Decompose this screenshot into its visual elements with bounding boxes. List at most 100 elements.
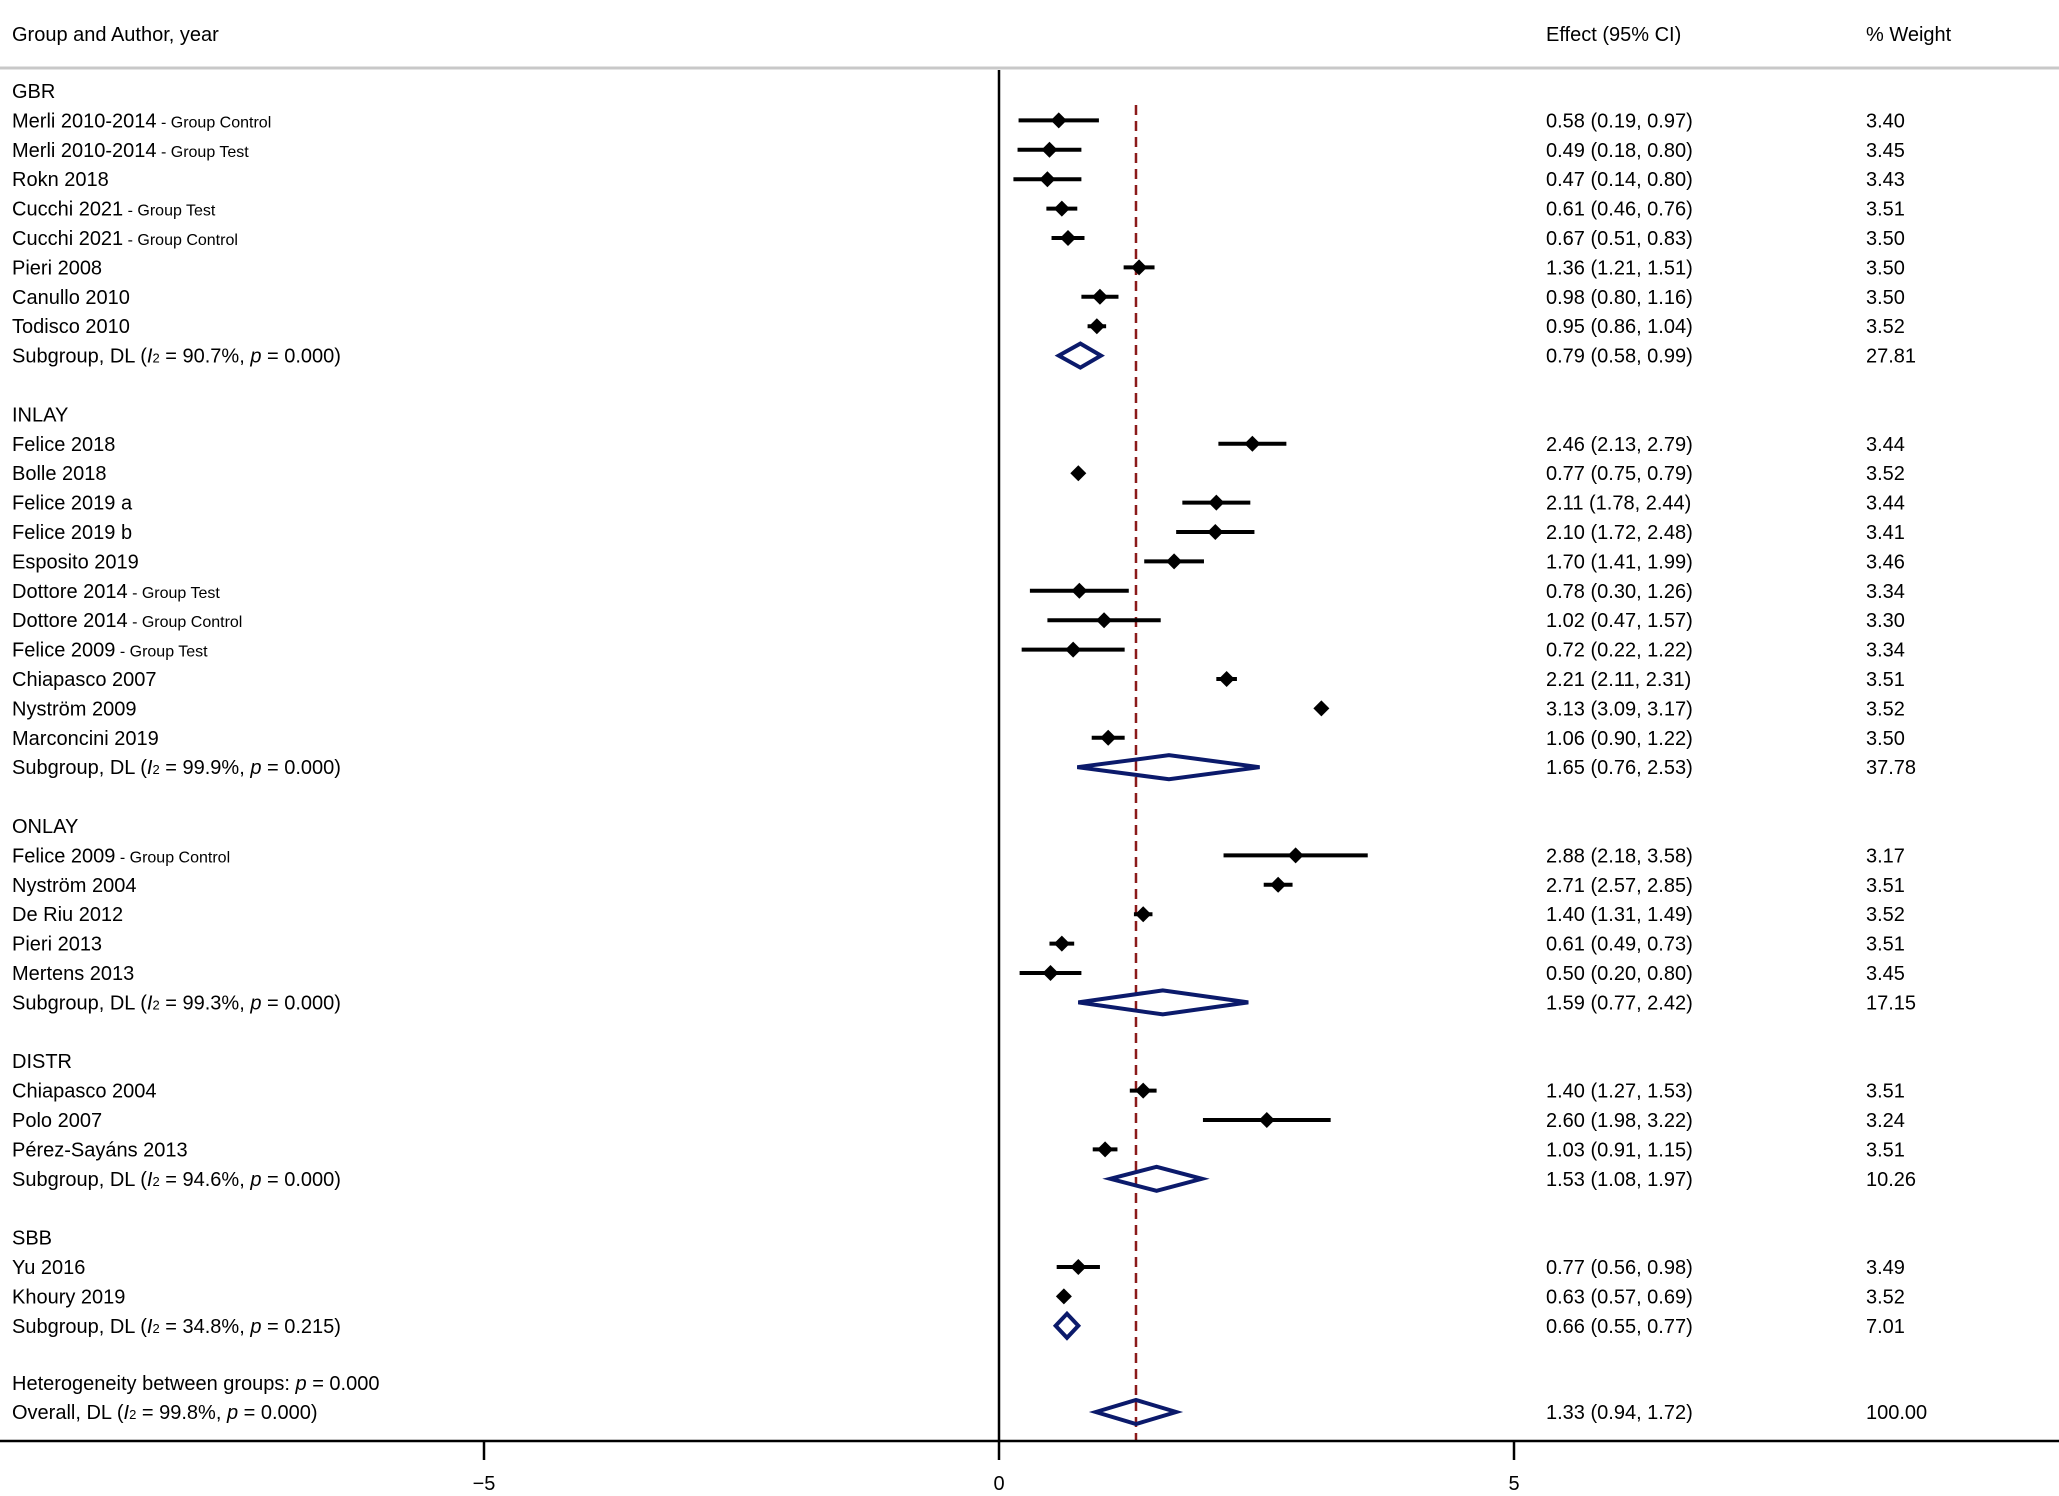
study-effect: 2.88 (2.18, 3.58) xyxy=(1546,845,1693,867)
study-label: Canullo 2010 xyxy=(12,287,130,309)
study-point-marker xyxy=(1096,612,1113,629)
subgroup-weight: 7.01 xyxy=(1866,1316,1905,1338)
study-label: Felice 2019 b xyxy=(12,522,132,544)
study-weight: 3.46 xyxy=(1866,551,1905,573)
study-effect: 1.02 (0.47, 1.57) xyxy=(1546,610,1693,632)
overall-effect: 1.33 (0.94, 1.72) xyxy=(1546,1402,1693,1424)
study-label: Bolle 2018 xyxy=(12,463,107,485)
study-weight: 3.51 xyxy=(1866,199,1905,221)
study-effect: 1.40 (1.31, 1.49) xyxy=(1546,904,1693,926)
study-weight: 3.52 xyxy=(1866,904,1905,926)
study-effect: 2.11 (1.78, 2.44) xyxy=(1546,493,1691,515)
subgroup-effect: 1.53 (1.08, 1.97) xyxy=(1546,1169,1693,1191)
study-weight: 3.51 xyxy=(1866,875,1905,897)
overall-label: Overall, DL (I2 = 99.8%, p = 0.000) xyxy=(12,1402,318,1424)
study-label: Mertens 2013 xyxy=(12,963,134,985)
study-point-marker xyxy=(1135,1082,1152,1099)
study-weight: 3.50 xyxy=(1866,228,1905,250)
study-label: Pieri 2013 xyxy=(12,934,102,956)
study-weight: 3.17 xyxy=(1866,845,1905,867)
study-weight: 3.49 xyxy=(1866,1257,1905,1279)
study-point-marker xyxy=(1166,553,1183,570)
group-header: GBR xyxy=(12,81,55,103)
study-weight: 3.50 xyxy=(1866,728,1905,750)
study-effect: 0.61 (0.46, 0.76) xyxy=(1546,199,1693,221)
group-header: ONLAY xyxy=(12,816,78,838)
subgroup-diamond xyxy=(1078,988,1249,1017)
study-weight: 3.52 xyxy=(1866,1286,1905,1308)
study-label: Cucchi 2021 - Group Test xyxy=(12,199,216,221)
study-effect: 0.77 (0.56, 0.98) xyxy=(1546,1257,1693,1279)
study-effect: 2.71 (2.57, 2.85) xyxy=(1546,875,1693,897)
x-axis: −5 0 5 xyxy=(473,1441,1520,1495)
study-label: Polo 2007 xyxy=(12,1110,102,1132)
study-weight: 3.44 xyxy=(1866,434,1905,456)
study-point-marker xyxy=(1207,524,1224,540)
subgroup-label: Subgroup, DL (I2 = 99.9%, p = 0.000) xyxy=(12,757,341,779)
study-weight: 3.52 xyxy=(1866,698,1905,720)
study-label: Felice 2018 xyxy=(12,434,115,456)
study-weight: 3.30 xyxy=(1866,610,1905,632)
study-weight: 3.41 xyxy=(1866,522,1905,544)
study-label: Felice 2019 a xyxy=(12,493,133,515)
study-weight: 3.50 xyxy=(1866,257,1905,279)
study-point-marker xyxy=(1055,1288,1072,1305)
group-header: SBB xyxy=(12,1228,52,1250)
study-effect: 0.49 (0.18, 0.80) xyxy=(1546,140,1693,162)
study-point-marker xyxy=(1270,876,1287,893)
x-tick-label: 5 xyxy=(1508,1473,1519,1495)
overall-weight: 100.00 xyxy=(1866,1402,1927,1424)
study-label: De Riu 2012 xyxy=(12,904,123,926)
heterogeneity-label: Heterogeneity between groups: p = 0.000 xyxy=(12,1373,379,1395)
study-label: Cucchi 2021 - Group Control xyxy=(12,228,238,250)
study-point-marker xyxy=(1313,700,1330,717)
study-effect: 1.70 (1.41, 1.99) xyxy=(1546,551,1693,573)
study-label: Rokn 2018 xyxy=(12,169,109,191)
subgroup-diamond xyxy=(1102,1164,1210,1193)
study-effect: 2.46 (2.13, 2.79) xyxy=(1546,434,1693,456)
study-effect: 2.21 (2.11, 2.31) xyxy=(1546,669,1691,691)
study-effect: 1.03 (0.91, 1.15) xyxy=(1546,1139,1693,1161)
study-effect: 0.61 (0.49, 0.73) xyxy=(1546,934,1693,956)
study-label: Felice 2009 - Group Test xyxy=(12,640,208,662)
study-point-marker xyxy=(1208,494,1225,511)
study-weight: 3.51 xyxy=(1866,1139,1905,1161)
study-point-marker xyxy=(1097,1141,1114,1158)
subgroup-label: Subgroup, DL (I2 = 94.6%, p = 0.000) xyxy=(12,1169,341,1191)
study-weight: 3.51 xyxy=(1866,934,1905,956)
subgroup-weight: 17.15 xyxy=(1866,992,1916,1014)
study-label: Chiapasco 2004 xyxy=(12,1081,157,1103)
x-tick-label: −5 xyxy=(473,1473,496,1495)
overall-diamond xyxy=(1088,1397,1184,1427)
study-label: Esposito 2019 xyxy=(12,551,139,573)
study-weight: 3.51 xyxy=(1866,1081,1905,1103)
study-label: Todisco 2010 xyxy=(12,316,130,338)
subgroup-weight: 27.81 xyxy=(1866,346,1916,368)
study-label: Nyström 2004 xyxy=(12,875,137,897)
study-point-marker xyxy=(1088,318,1105,335)
study-point-marker xyxy=(1060,230,1077,246)
study-effect: 0.95 (0.86, 1.04) xyxy=(1546,316,1693,338)
study-weight: 3.45 xyxy=(1866,963,1905,985)
study-label: Pérez-Sayáns 2013 xyxy=(12,1139,188,1161)
study-point-marker xyxy=(1053,935,1070,952)
forest-rows: GBR Merli 2010-2014 - Group Control 0.58 (… xyxy=(12,81,1927,1427)
header-weight: % Weight xyxy=(1866,24,1952,46)
study-point-marker xyxy=(1244,435,1261,452)
study-point-marker xyxy=(1091,288,1108,305)
subgroup-label: Subgroup, DL (I2 = 99.3%, p = 0.000) xyxy=(12,992,341,1014)
study-effect: 2.60 (1.98, 3.22) xyxy=(1546,1110,1693,1132)
study-point-marker xyxy=(1065,641,1082,658)
study-weight: 3.50 xyxy=(1866,287,1905,309)
study-label: Dottore 2014 - Group Test xyxy=(12,581,220,603)
study-effect: 0.50 (0.20, 0.80) xyxy=(1546,963,1693,985)
study-effect: 0.47 (0.14, 0.80) xyxy=(1546,169,1693,191)
study-effect: 0.58 (0.19, 0.97) xyxy=(1546,110,1693,132)
study-label: Chiapasco 2007 xyxy=(12,669,157,691)
subgroup-diamond xyxy=(1077,753,1260,782)
study-label: Marconcini 2019 xyxy=(12,728,159,750)
study-point-marker xyxy=(1050,112,1067,129)
study-weight: 3.52 xyxy=(1866,316,1905,338)
study-label: Nyström 2009 xyxy=(12,698,137,720)
